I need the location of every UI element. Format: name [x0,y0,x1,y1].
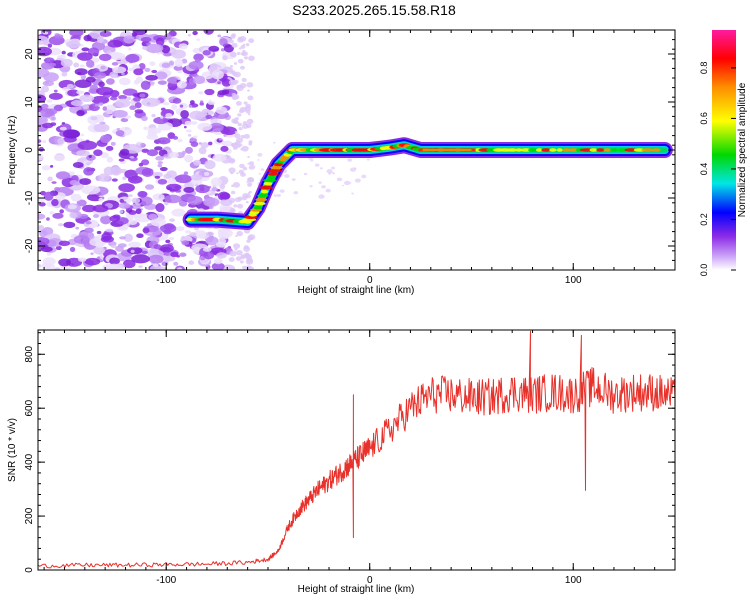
colorbar-gradient [712,30,736,270]
spectrogram-ytick-label: -20 [24,238,35,253]
snr-panel: -100 0 100 0 200 400 600 800 Height of straight… [7,329,676,595]
colorbar-tick-label: 0.4 [699,163,709,176]
colorbar-tick-label: 0.2 [699,213,709,226]
spectrogram-ytick-label: 20 [24,48,35,60]
snr-ytick-label: 200 [24,507,35,524]
colorbar-tick-label: 0.6 [699,112,709,125]
snr-xtick-label: 0 [367,575,373,586]
spectrogram-xtick-label: 0 [367,275,373,286]
spectrogram-xtick-label: 100 [565,275,582,286]
snr-ytick-label: 800 [24,345,35,362]
chart-title: S233.2025.265.15.58.R18 [292,2,456,18]
snr-ylabel: SNR (10 * v/v) [7,418,18,482]
spectrogram-ytick-label: -10 [24,190,35,205]
snr-xlabel: Height of straight line (km) [298,584,415,595]
snr-xtick-label: 100 [565,575,582,586]
spectrogram-xlabel: Height of straight line (km) [298,285,415,296]
spectrogram-noise [38,30,371,270]
colorbar-tick-label: 0.0 [699,264,709,277]
spectrogram-ytick-label: 0 [24,147,35,153]
spectrogram-xtick-label: -100 [156,275,176,286]
snr-ytick-label: 400 [24,453,35,470]
snr-ytick-label: 600 [24,399,35,416]
spectrogram-ytick-label: 10 [24,96,35,108]
colorbar-tick-label: 0.8 [699,62,709,75]
colorbar: 0.0 0.2 0.4 0.6 0.8 Normalized spectral ampl… [699,30,748,276]
spectrogram-ridge [182,137,673,230]
colorbar-label: Normalized spectral amplitude [737,82,748,217]
snr-ytick-label: 0 [24,567,35,573]
snr-series-line [38,330,675,569]
snr-frame [37,329,676,571]
snr-xtick-label: -100 [156,575,176,586]
spectrogram-ylabel: Frequency (Hz) [7,116,18,185]
